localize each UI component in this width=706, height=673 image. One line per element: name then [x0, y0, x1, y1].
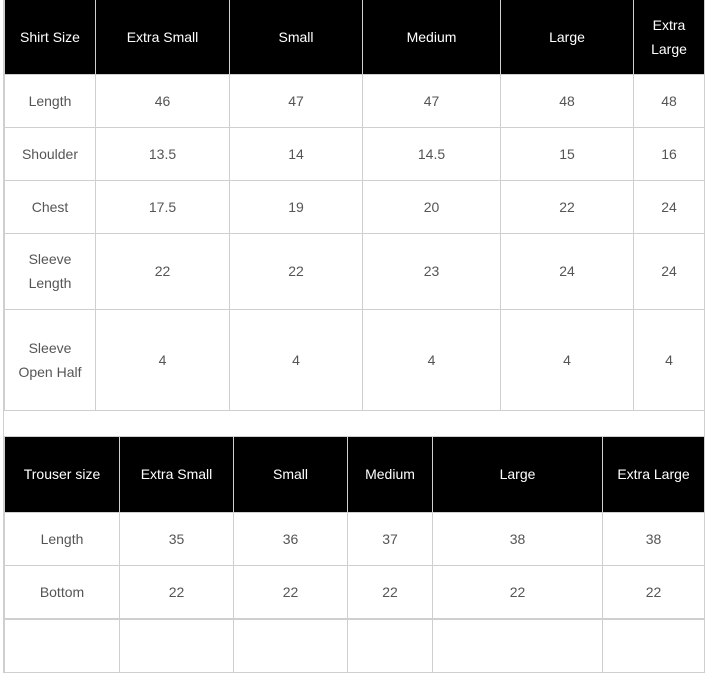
value-cell: 24 — [633, 179, 705, 234]
value-cell: 38 — [432, 512, 603, 566]
value-cell: 48 — [500, 73, 634, 128]
value-cell: 19 — [229, 179, 363, 234]
header-cell: Small — [233, 436, 348, 513]
row-label-cell: Length — [4, 73, 96, 128]
header-cell: Large — [500, 0, 634, 74]
value-cell: 47 — [362, 73, 501, 128]
table-spacer — [4, 411, 704, 437]
table-row: Sleeve Length 22 22 23 24 24 — [4, 232, 705, 310]
value-cell: 17.5 — [95, 179, 230, 234]
header-cell: Extra Large — [633, 0, 705, 74]
value-cell: 22 — [95, 232, 230, 310]
value-cell: 20 — [362, 179, 501, 234]
value-cell: 13.5 — [95, 126, 230, 181]
header-cell: Extra Small — [95, 0, 230, 74]
value-cell: 37 — [347, 512, 433, 566]
value-cell: 4 — [229, 308, 363, 411]
value-cell: 14.5 — [362, 126, 501, 181]
row-label-cell: Length — [4, 512, 120, 566]
value-cell: 24 — [633, 232, 705, 310]
value-cell: 15 — [500, 126, 634, 181]
value-cell: 38 — [602, 512, 705, 566]
header-cell: Shirt Size — [4, 0, 96, 74]
table-row: Bottom 22 22 22 22 22 — [4, 565, 705, 619]
value-cell: 14 — [229, 126, 363, 181]
value-cell: 22 — [500, 179, 634, 234]
header-cell: Trouser size — [4, 436, 120, 513]
header-cell: Extra Small — [119, 436, 234, 513]
value-cell: 4 — [95, 308, 230, 411]
table-row: Length 35 36 37 38 38 — [4, 512, 705, 566]
value-cell: 23 — [362, 232, 501, 310]
table-row: Length 46 47 47 48 48 — [4, 73, 705, 128]
value-cell: 22 — [233, 565, 348, 619]
table-row: Shoulder 13.5 14 14.5 15 16 — [4, 126, 705, 181]
header-cell: Medium — [347, 436, 433, 513]
value-cell: 47 — [229, 73, 363, 128]
table-row: Sleeve Open Half 4 4 4 4 4 — [4, 308, 705, 411]
value-cell: 22 — [119, 565, 234, 619]
size-chart: Shirt Size Extra Small Small Medium Larg… — [3, 0, 705, 673]
value-cell: 35 — [119, 512, 234, 566]
value-cell: 4 — [633, 308, 705, 411]
value-cell: 22 — [602, 565, 705, 619]
table-header-row: Shirt Size Extra Small Small Medium Larg… — [4, 0, 705, 74]
shirt-size-table: Shirt Size Extra Small Small Medium Larg… — [4, 0, 705, 411]
value-cell: 4 — [500, 308, 634, 411]
row-label-cell: Bottom — [4, 565, 120, 619]
row-label-cell: Shoulder — [4, 126, 96, 181]
value-cell: 4 — [362, 308, 501, 411]
table-row: Chest 17.5 19 20 22 24 — [4, 179, 705, 234]
header-cell: Small — [229, 0, 363, 74]
value-cell: 46 — [95, 73, 230, 128]
trouser-next-row — [4, 619, 705, 673]
header-cell: Large — [432, 436, 603, 513]
value-cell: 22 — [229, 232, 363, 310]
table-header-row: Trouser size Extra Small Small Medium La… — [4, 436, 705, 513]
row-label-cell: Sleeve Length — [4, 232, 96, 310]
value-cell: 16 — [633, 126, 705, 181]
value-cell: 48 — [633, 73, 705, 128]
header-cell: Medium — [362, 0, 501, 74]
value-cell: 22 — [432, 565, 603, 619]
header-cell: Extra Large — [602, 436, 705, 513]
row-label-cell: Sleeve Open Half — [4, 308, 96, 411]
value-cell: 22 — [347, 565, 433, 619]
trouser-size-table: Trouser size Extra Small Small Medium La… — [4, 436, 705, 619]
value-cell: 24 — [500, 232, 634, 310]
row-label-cell: Chest — [4, 179, 96, 234]
value-cell: 36 — [233, 512, 348, 566]
